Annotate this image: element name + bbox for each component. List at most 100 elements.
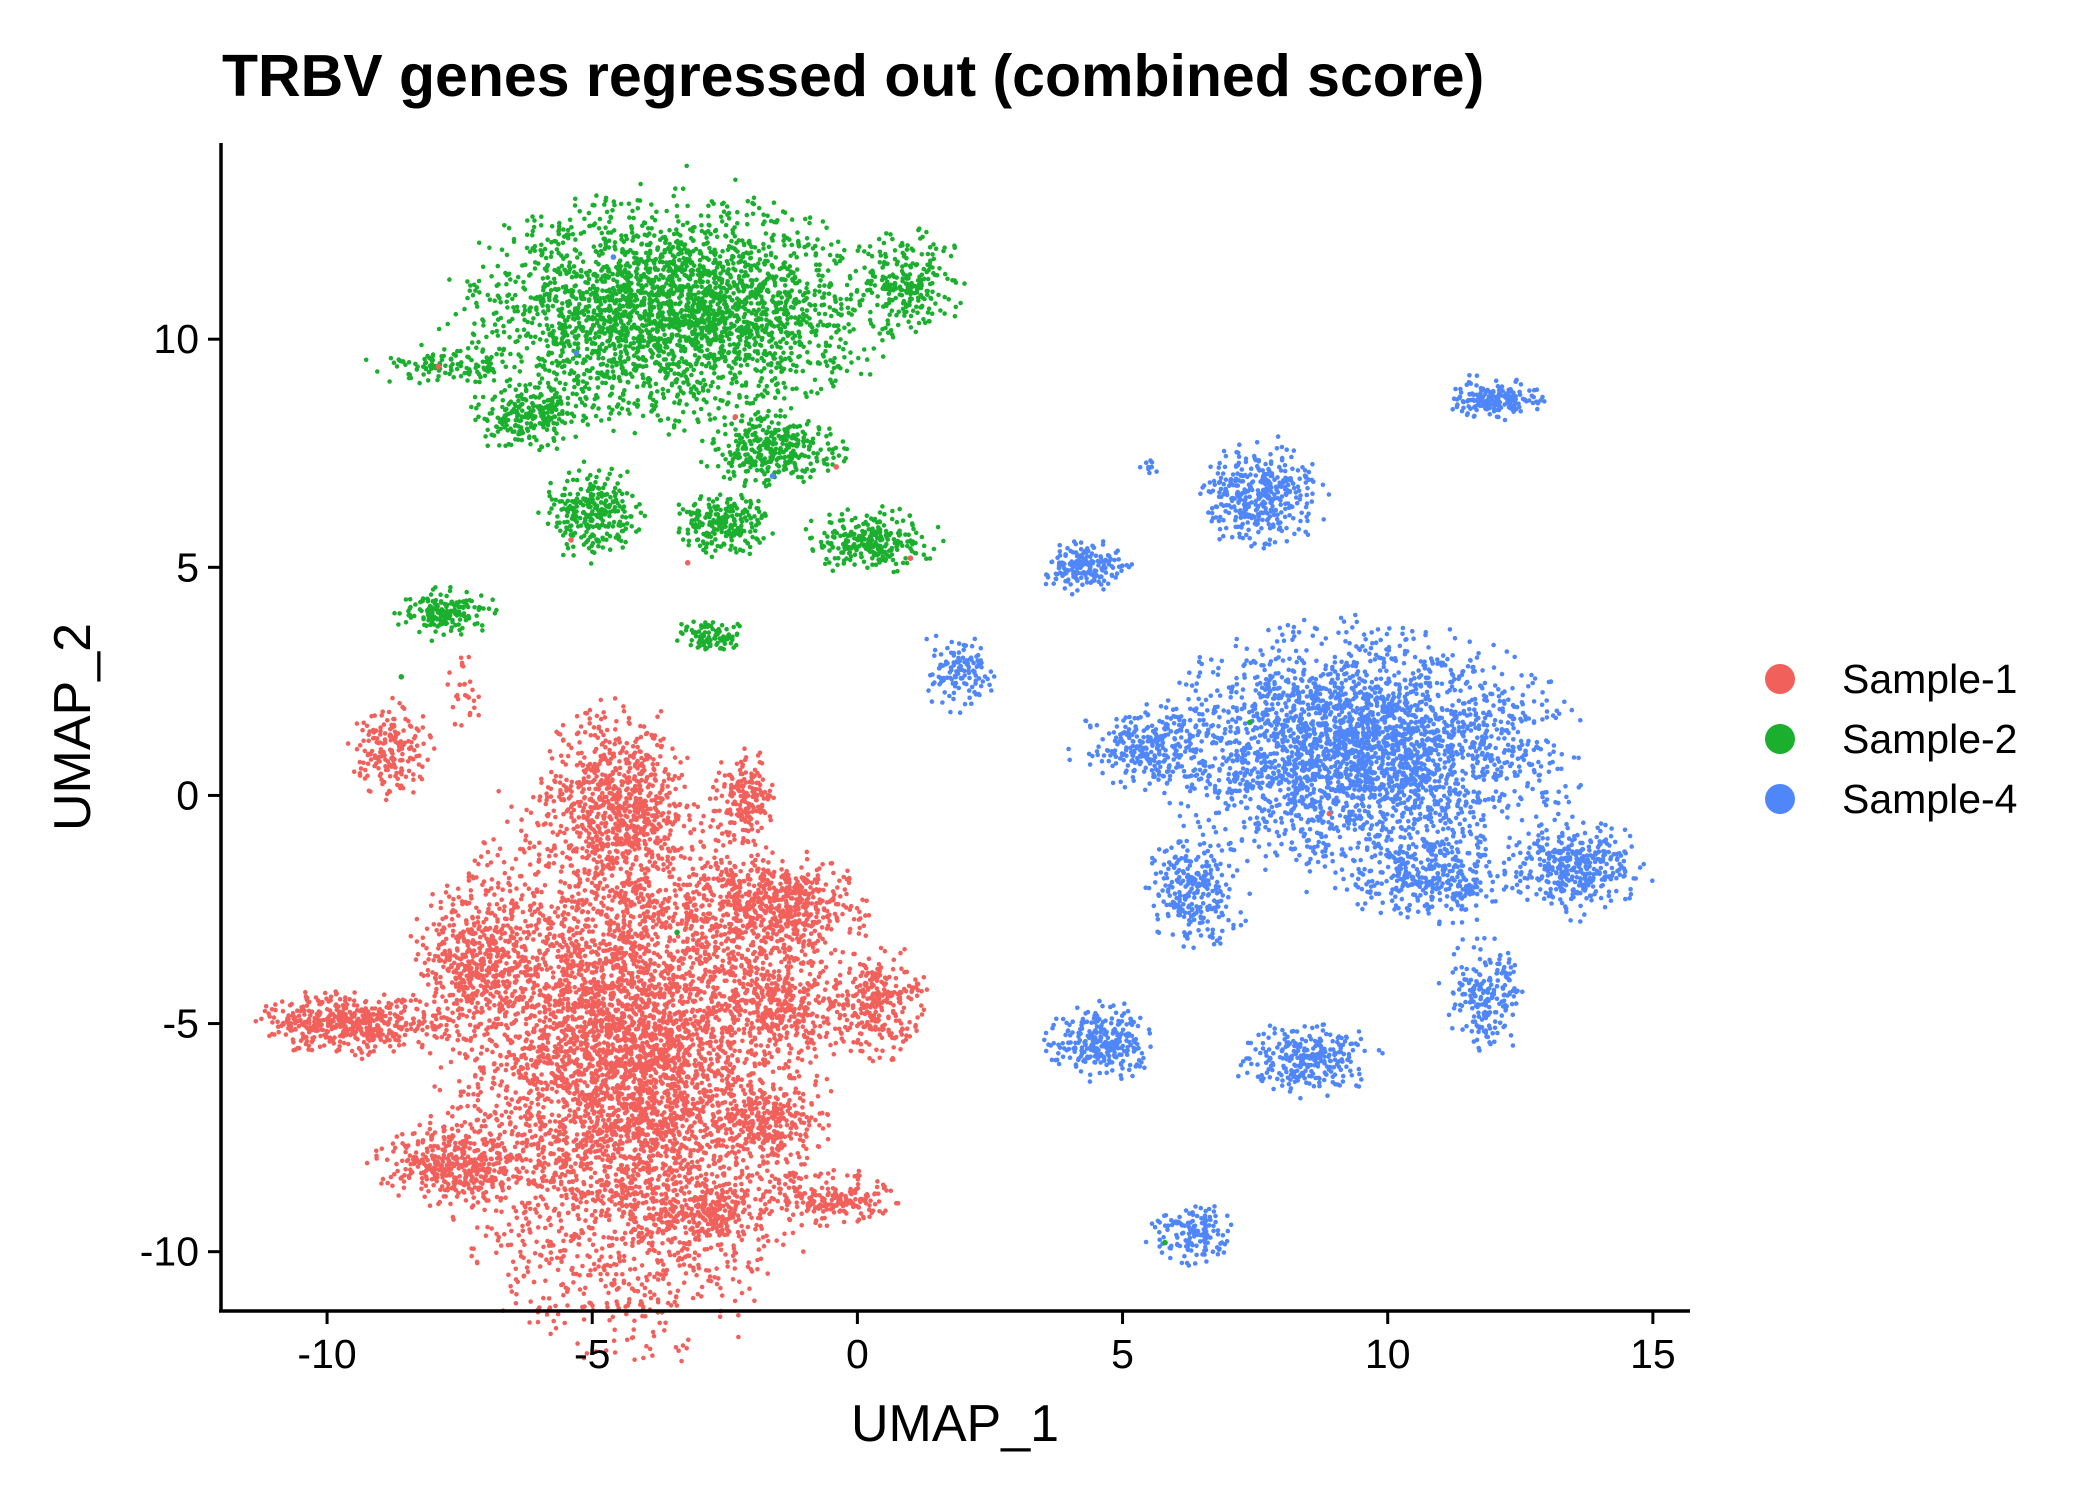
point — [572, 975, 578, 980]
point — [709, 1172, 715, 1177]
point — [652, 905, 657, 910]
point — [535, 1225, 541, 1230]
point — [509, 866, 515, 871]
point — [676, 966, 682, 972]
point — [796, 1175, 802, 1181]
point — [672, 1060, 677, 1065]
point — [597, 1011, 603, 1016]
point — [554, 1255, 560, 1261]
point — [675, 1257, 681, 1263]
point — [503, 989, 508, 995]
point — [494, 1250, 499, 1256]
point — [553, 1119, 558, 1124]
point — [537, 840, 542, 846]
point — [658, 754, 663, 759]
point — [735, 1229, 741, 1235]
point — [661, 1268, 666, 1273]
point — [733, 1162, 739, 1168]
point — [520, 893, 525, 898]
point — [685, 1253, 690, 1259]
point — [691, 945, 696, 950]
point — [560, 722, 566, 728]
point — [566, 1179, 572, 1185]
point — [630, 862, 636, 867]
point — [726, 1151, 731, 1156]
point — [737, 1048, 742, 1054]
point — [647, 1013, 652, 1019]
point — [471, 1011, 477, 1016]
point — [629, 1103, 634, 1108]
point — [689, 965, 694, 970]
point — [609, 1235, 615, 1241]
point — [719, 1293, 725, 1298]
point — [528, 1112, 533, 1117]
point — [458, 1093, 464, 1098]
point — [581, 1291, 587, 1296]
point — [558, 774, 563, 779]
point — [595, 982, 600, 988]
point — [559, 899, 564, 904]
point — [649, 990, 655, 996]
point — [623, 950, 629, 956]
point — [641, 1027, 646, 1033]
point — [596, 960, 602, 966]
point — [613, 1272, 619, 1277]
point — [646, 986, 652, 992]
point — [644, 1161, 650, 1167]
point — [524, 807, 529, 813]
point — [475, 1225, 480, 1230]
point — [518, 1115, 524, 1120]
point — [627, 1297, 632, 1302]
point — [619, 1001, 624, 1007]
point — [498, 1243, 504, 1248]
point — [575, 1254, 580, 1259]
point — [624, 934, 630, 939]
point — [631, 1161, 637, 1167]
point — [501, 859, 507, 865]
point — [781, 1065, 787, 1071]
point — [681, 1035, 686, 1041]
point — [566, 928, 572, 934]
point — [674, 1034, 680, 1039]
point — [714, 1281, 720, 1287]
point — [699, 1284, 705, 1290]
point — [570, 905, 575, 910]
point — [614, 1236, 619, 1242]
point — [672, 1136, 677, 1142]
point — [572, 1195, 578, 1200]
point — [498, 935, 503, 941]
point — [820, 1014, 826, 1020]
point — [593, 1017, 598, 1022]
point — [703, 968, 708, 973]
point — [741, 1026, 747, 1032]
point — [471, 1091, 476, 1097]
point — [666, 1053, 671, 1058]
point — [620, 1021, 626, 1026]
point — [692, 1014, 697, 1019]
point — [553, 853, 558, 858]
point — [679, 1358, 684, 1364]
point — [454, 1023, 459, 1029]
point — [704, 1190, 709, 1196]
point — [638, 965, 643, 970]
point — [520, 1223, 525, 1229]
point — [769, 1054, 774, 1060]
point — [622, 922, 627, 928]
point — [662, 841, 668, 847]
point — [578, 1200, 583, 1205]
point — [587, 1237, 592, 1243]
point — [484, 1047, 490, 1053]
point — [793, 1131, 799, 1137]
point — [648, 1295, 654, 1301]
point — [746, 1260, 751, 1265]
point — [692, 1134, 697, 1140]
point — [733, 1182, 738, 1188]
point — [746, 882, 752, 887]
point — [687, 1052, 692, 1058]
point — [658, 972, 664, 977]
point — [629, 1050, 634, 1055]
point — [828, 1089, 834, 1094]
point — [605, 1112, 611, 1118]
point — [633, 1184, 639, 1189]
